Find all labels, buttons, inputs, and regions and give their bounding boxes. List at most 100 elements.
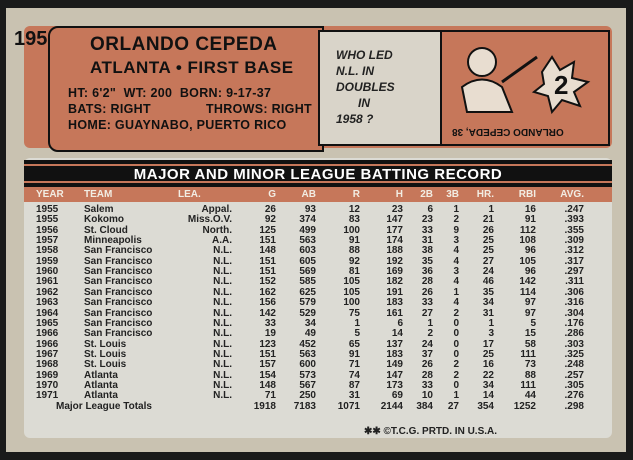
stat-cell: 1 (488, 317, 494, 329)
team-cell: Kokomo (84, 214, 124, 226)
stat-cell: 15 (524, 328, 536, 340)
year-cell: 1958 (36, 245, 59, 257)
year-cell: 1961 (36, 276, 59, 288)
column-header: LEA. (178, 189, 201, 200)
stat-cell: 91 (348, 235, 360, 247)
stat-cell: 6 (397, 317, 403, 329)
stat-cell: 5 (530, 317, 536, 329)
stat-cell: 3 (453, 266, 459, 278)
team-cell: San Francisco (84, 276, 153, 288)
stat-cell: 28 (421, 276, 433, 288)
team-cell: St. Louis (84, 348, 127, 360)
quiz-box (318, 30, 442, 146)
stat-cell: 31 (348, 390, 360, 402)
stat-cell: .297 (564, 266, 584, 278)
year-cell: 1955 (36, 204, 59, 215)
stat-cell: 91 (348, 348, 360, 360)
year-cell: 1966 (36, 328, 59, 340)
stat-cell: 65 (348, 338, 360, 350)
stat-cell: 148 (259, 245, 276, 257)
stat-cell: 151 (259, 348, 276, 360)
card: 195 ORLANDO CEPEDA ATLANTA • FIRST BASE … (6, 8, 626, 452)
stat-cell: 625 (299, 286, 316, 298)
stat-cell: Miss.O.V. (187, 214, 232, 226)
stat-cell: 114 (519, 286, 536, 298)
stat-cell: 1 (453, 390, 459, 402)
stat-cell: 96 (524, 245, 536, 257)
stat-cell: North. (202, 224, 232, 236)
stat-cell: .257 (564, 369, 584, 381)
team-cell: San Francisco (84, 317, 153, 329)
year-cell: 1965 (36, 317, 59, 329)
stat-cell: N.L. (213, 317, 232, 329)
cartoon-digit: 2 (554, 70, 568, 100)
team-cell: Minneapolis (84, 235, 142, 247)
stat-cell: 4 (453, 297, 459, 309)
stat-cell: 26 (482, 224, 494, 236)
stat-cell: 92 (264, 214, 276, 226)
stat-cell: 4 (453, 255, 459, 267)
totals-cell: .298 (564, 400, 584, 412)
stat-cell: 5 (354, 328, 360, 340)
stat-cell: N.L. (213, 338, 232, 350)
column-header: 3B (446, 189, 459, 200)
stat-cell: N.L. (213, 286, 232, 298)
column-header: R (352, 189, 360, 200)
stat-cell: .248 (564, 359, 584, 371)
stat-cell: 31 (421, 235, 433, 247)
team-cell: Atlanta (84, 379, 118, 391)
player-name: ORLANDO CEPEDA (90, 34, 278, 55)
stat-cell: 31 (482, 307, 494, 319)
stat-cell: 2 (427, 328, 433, 340)
stat-cell: .176 (564, 317, 584, 329)
column-header: G (268, 189, 276, 200)
stat-cell: 0 (453, 379, 459, 391)
column-header: 2B (420, 189, 433, 200)
stat-cell: N.L. (213, 348, 232, 360)
team-cell: San Francisco (84, 255, 153, 267)
stat-cell: 33 (264, 317, 276, 329)
stat-cell: 23 (391, 204, 403, 215)
team-cell: San Francisco (84, 286, 153, 298)
year-cell: 1969 (36, 369, 59, 381)
team-cell: San Francisco (84, 307, 153, 319)
stat-cell: 22 (482, 369, 494, 381)
stat-cell: 33 (421, 224, 433, 236)
stat-cell: 177 (386, 224, 403, 236)
stat-cell: 4 (453, 276, 459, 288)
stat-cell: 123 (259, 338, 276, 350)
stat-cell: 169 (386, 266, 403, 278)
stat-cell: N.L. (213, 276, 232, 288)
stat-cell: 499 (299, 224, 316, 236)
stat-cell: 3 (488, 328, 494, 340)
quiz-line: DOUBLES (336, 80, 395, 94)
stat-cell: 100 (343, 224, 360, 236)
stat-cell: 1 (453, 286, 459, 298)
team-cell: Atlanta (84, 369, 118, 381)
stat-cell: 35 (421, 255, 433, 267)
stat-cell: 37 (421, 348, 433, 360)
record-title: MAJOR AND MINOR LEAGUE BATTING RECORD (133, 166, 503, 183)
stat-cell: 529 (299, 307, 316, 319)
stat-cell: 108 (519, 235, 536, 247)
table-panel (24, 158, 612, 438)
stat-cell: 36 (421, 266, 433, 278)
stat-cell: 188 (386, 245, 403, 257)
stat-cell: N.L. (213, 369, 232, 381)
stat-cell: 24 (421, 338, 433, 350)
stat-cell: 16 (482, 359, 494, 371)
stat-cell: 2 (453, 369, 459, 381)
column-header: AVG. (560, 189, 584, 200)
stat-cell: 105 (519, 255, 536, 267)
stat-cell: .317 (564, 255, 584, 267)
stat-cell: 27 (482, 255, 494, 267)
stat-cell: 147 (386, 214, 403, 226)
stat-cell: 112 (519, 224, 536, 236)
stat-cell: 26 (421, 359, 433, 371)
team-cell: San Francisco (84, 328, 153, 340)
stat-cell: 174 (386, 235, 403, 247)
stat-cell: 46 (482, 276, 494, 288)
stat-cell: 105 (343, 286, 360, 298)
stat-cell: 603 (299, 245, 316, 257)
totals-cell: 7183 (293, 400, 316, 412)
